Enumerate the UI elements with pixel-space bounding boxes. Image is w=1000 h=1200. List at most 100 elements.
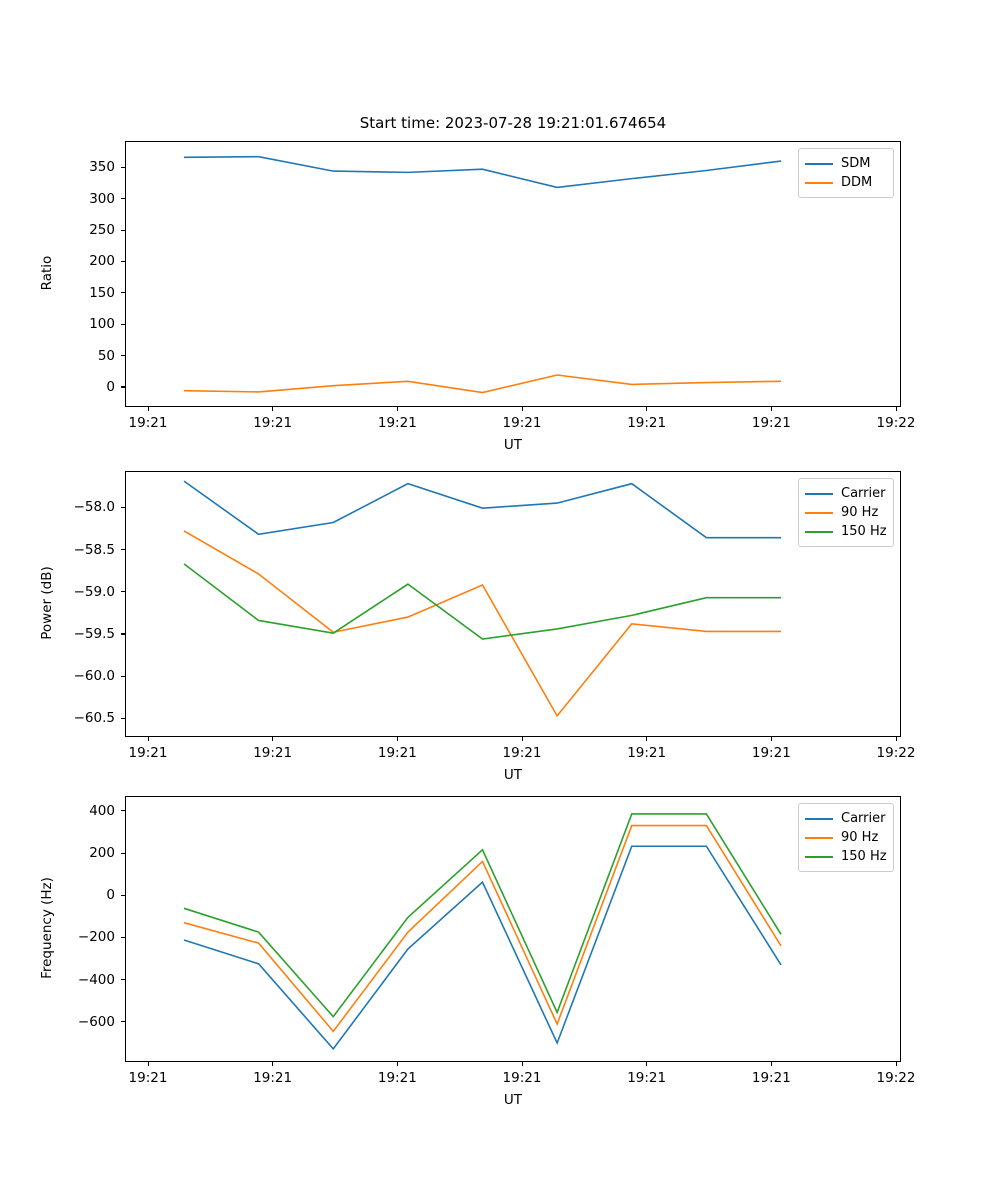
ytick-mark: [121, 260, 125, 263]
legend-entry: Carrier: [805, 809, 887, 828]
xtick-mark: [895, 1062, 897, 1066]
xaxis-label: UT: [503, 437, 523, 453]
ytick-mark: [121, 979, 125, 981]
ytick-label: 300: [89, 190, 115, 207]
ytick-label: −59.0: [73, 583, 115, 600]
axes-frequency-plot: [125, 796, 901, 1062]
xtick-label: 19:21: [377, 745, 417, 761]
legend-ratio-plot[interactable]: SDM DDM: [798, 148, 894, 198]
page-title: Start time: 2023-07-28 19:21:01.674654: [359, 114, 667, 132]
ytick-mark: [121, 355, 125, 357]
xtick-mark: [147, 407, 149, 411]
legend-label: 150 Hz: [841, 849, 887, 864]
xaxis-label: UT: [503, 767, 523, 783]
legend-swatch-icon: [805, 162, 833, 165]
ytick-label: −600: [77, 1013, 115, 1030]
ytick-label: −60.5: [73, 710, 115, 727]
ytick-label: 0: [106, 887, 115, 904]
ytick-label: −59.5: [73, 625, 115, 642]
legend-label: 90 Hz: [841, 830, 879, 845]
legend-entry: DDM: [805, 173, 887, 192]
legend-entry: SDM: [805, 154, 887, 173]
ytick-mark: [121, 323, 125, 325]
ytick-mark: [121, 675, 125, 677]
axes-power-plot: [125, 471, 901, 737]
ytick-label: 0: [106, 378, 115, 395]
yaxis-label: Power (dB): [39, 566, 55, 640]
ytick-mark: [121, 386, 125, 388]
legend-entry: 90 Hz: [805, 828, 887, 847]
legend-power-plot[interactable]: Carrier 90 Hz 150 Hz: [798, 478, 894, 547]
xtick-label: 19:21: [502, 745, 542, 761]
xtick-mark: [521, 737, 523, 741]
xtick-mark: [396, 737, 398, 741]
xtick-label: 19:21: [502, 1070, 542, 1086]
xtick-label: 19:21: [253, 1070, 293, 1086]
ytick-mark: [121, 852, 125, 854]
yaxis-label: Ratio: [39, 255, 55, 291]
xtick-mark: [147, 737, 149, 741]
xaxis-label: UT: [503, 1092, 523, 1108]
xtick-mark: [396, 407, 398, 411]
ytick-mark: [121, 198, 125, 200]
ytick-mark: [121, 292, 125, 294]
yaxis-label: Frequency (Hz): [39, 877, 55, 979]
ytick-mark: [121, 810, 125, 812]
legend-swatch-icon: [805, 855, 833, 858]
ytick-label: 200: [89, 253, 115, 270]
xtick-mark: [272, 407, 274, 411]
xtick-mark: [521, 407, 523, 411]
ytick-mark: [121, 229, 125, 231]
ytick-label: 400: [89, 802, 115, 819]
ytick-label: 150: [89, 284, 115, 301]
ytick-mark: [121, 166, 125, 168]
ytick-label: 200: [89, 845, 115, 861]
xtick-label: 19:21: [253, 415, 293, 431]
xtick-mark: [895, 407, 897, 411]
xtick-mark: [770, 407, 772, 411]
legend-label: 150 Hz: [841, 524, 887, 539]
legend-swatch-icon: [805, 817, 833, 820]
axes-ratio-plot: [125, 141, 901, 407]
legend-frequency-plot[interactable]: Carrier 90 Hz 150 Hz: [798, 803, 894, 872]
legend-swatch-icon: [805, 492, 833, 495]
legend-label: 90 Hz: [841, 505, 879, 520]
xtick-mark: [895, 737, 897, 741]
xtick-mark: [646, 407, 648, 411]
ytick-label: −58.5: [73, 541, 115, 558]
ytick-label: 350: [89, 159, 115, 176]
ytick-label: −400: [77, 971, 115, 988]
xtick-label: 19:21: [253, 745, 293, 761]
xtick-mark: [272, 1062, 274, 1066]
legend-entry: Carrier: [805, 484, 887, 503]
xtick-label: 19:21: [751, 1070, 791, 1086]
xtick-label: 19:21: [751, 415, 791, 431]
legend-swatch-icon: [805, 530, 833, 533]
xtick-mark: [770, 1062, 772, 1066]
xtick-label: 19:22: [876, 415, 916, 431]
legend-swatch-icon: [805, 181, 833, 184]
xtick-label: 19:21: [128, 1070, 168, 1086]
legend-entry: 90 Hz: [805, 503, 887, 522]
ytick-mark: [121, 894, 125, 896]
xtick-label: 19:21: [377, 1070, 417, 1086]
ytick-label: 250: [89, 222, 115, 239]
legend-label: DDM: [841, 175, 873, 190]
ytick-mark: [121, 717, 125, 720]
xtick-mark: [272, 737, 274, 741]
ytick-label: −58.0: [73, 499, 115, 516]
xtick-label: 19:21: [627, 1070, 667, 1086]
legend-label: Carrier: [841, 486, 886, 501]
xtick-label: 19:21: [627, 745, 667, 761]
xtick-label: 19:22: [876, 1070, 916, 1086]
xtick-label: 19:21: [502, 415, 542, 431]
legend-label: SDM: [841, 156, 871, 171]
xtick-mark: [770, 737, 772, 741]
xtick-label: 19:21: [751, 745, 791, 761]
legend-entry: 150 Hz: [805, 847, 887, 866]
xtick-label: 19:21: [627, 415, 667, 431]
ytick-mark: [121, 633, 125, 635]
xtick-mark: [521, 1062, 523, 1066]
xtick-label: 19:22: [876, 745, 916, 761]
